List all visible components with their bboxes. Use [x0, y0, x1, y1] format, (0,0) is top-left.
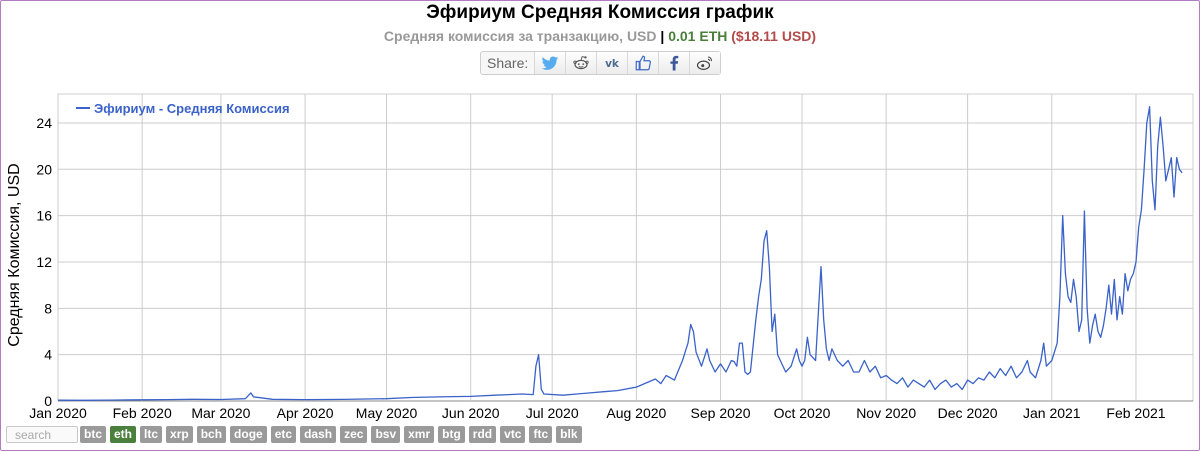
y-tick-label: 0 — [44, 393, 52, 409]
y-tick-label: 4 — [44, 347, 52, 363]
x-tick-label: Feb 2021 — [1106, 405, 1165, 421]
share-label: Share: — [481, 52, 536, 74]
x-tick-label: Oct 2020 — [774, 405, 831, 421]
share-bar: Share: vk — [480, 51, 722, 75]
like-share-button[interactable] — [628, 52, 660, 74]
x-tick-label: Jul 2020 — [526, 405, 579, 421]
x-tick-label: Jan 2020 — [29, 405, 87, 421]
facebook-share-button[interactable] — [659, 52, 691, 74]
twitter-share-button[interactable] — [535, 52, 567, 74]
coin-button-ftc[interactable]: ftc — [529, 426, 553, 443]
y-tick-label: 8 — [44, 300, 52, 316]
coin-button-bsv[interactable]: bsv — [371, 426, 401, 443]
y-tick-label: 24 — [36, 115, 52, 131]
coin-selector: btc eth ltc xrp bch doge etc dash zec bsv xmr btg rd… — [80, 426, 582, 443]
coin-button-doge[interactable]: doge — [230, 426, 267, 443]
twitter-icon — [542, 56, 559, 70]
coin-button-xrp[interactable]: xrp — [166, 426, 193, 443]
coin-button-blk[interactable]: blk — [556, 426, 582, 443]
x-tick-label: Aug 2020 — [606, 405, 666, 421]
coin-button-ltc[interactable]: ltc — [140, 426, 163, 443]
y-axis-label: Средняя Комиссия, USD — [6, 163, 23, 346]
x-tick-label: Jan 2021 — [1023, 405, 1081, 421]
subtitle-main: Средняя комиссия за транзакцию, USD — [383, 28, 657, 44]
vk-share-button[interactable]: vk — [597, 52, 629, 74]
subtitle-eth-value: 0.01 ETH — [668, 28, 728, 44]
x-tick-label: Sep 2020 — [691, 405, 751, 421]
x-tick-label: May 2020 — [356, 405, 418, 421]
legend[interactable]: Эфириум - Средняя Комиссия — [76, 101, 290, 116]
weibo-share-button[interactable] — [690, 52, 721, 74]
subtitle-usd-value: ($18.11 USD) — [731, 28, 817, 44]
coin-button-eth[interactable]: eth — [110, 426, 136, 443]
axis-layer: 0 4 8 12 16 20 24 Jan 2020 Feb 2020 Mar 2020 Apr 2… — [29, 115, 1166, 421]
y-tick-label: 12 — [36, 254, 52, 270]
subtitle-separator: | — [660, 28, 665, 44]
x-tick-label: Jun 2020 — [442, 405, 500, 421]
coin-button-xmr[interactable]: xmr — [404, 426, 435, 443]
y-tick-label: 20 — [36, 161, 52, 177]
coin-button-dash[interactable]: dash — [300, 426, 337, 443]
x-tick-label: Feb 2020 — [113, 405, 172, 421]
reddit-share-button[interactable] — [566, 52, 598, 74]
facebook-icon — [670, 55, 679, 71]
coin-search-input[interactable] — [6, 426, 78, 443]
y-tick-label: 16 — [36, 208, 52, 224]
like-icon — [635, 55, 652, 71]
coin-button-zec[interactable]: zec — [340, 426, 368, 443]
grid-layer — [57, 93, 1194, 402]
series-line-0 — [57, 106, 1183, 401]
coin-button-btc[interactable]: btc — [80, 426, 106, 443]
coin-button-bch[interactable]: bch — [196, 426, 227, 443]
x-tick-label: Nov 2020 — [856, 405, 916, 421]
x-tick-label: Apr 2020 — [277, 405, 334, 421]
page-subtitle: Средняя комиссия за транзакцию, USD | 0.… — [0, 28, 1200, 44]
coin-button-btg[interactable]: btg — [438, 426, 465, 443]
vk-icon: vk — [605, 58, 620, 70]
svg-text:vk: vk — [605, 58, 620, 70]
x-tick-label: Mar 2020 — [191, 405, 250, 421]
weibo-icon — [697, 56, 713, 70]
series-layer — [57, 106, 1183, 401]
page-title: Эфириум Средняя Комиссия график — [426, 2, 774, 23]
reddit-icon — [573, 56, 589, 70]
legend-label: Эфириум - Средняя Комиссия — [94, 101, 290, 116]
coin-button-rdd[interactable]: rdd — [468, 426, 497, 443]
coin-button-etc[interactable]: etc — [270, 426, 297, 443]
x-tick-label: Dec 2020 — [938, 405, 998, 421]
coin-button-vtc[interactable]: vtc — [500, 426, 526, 443]
